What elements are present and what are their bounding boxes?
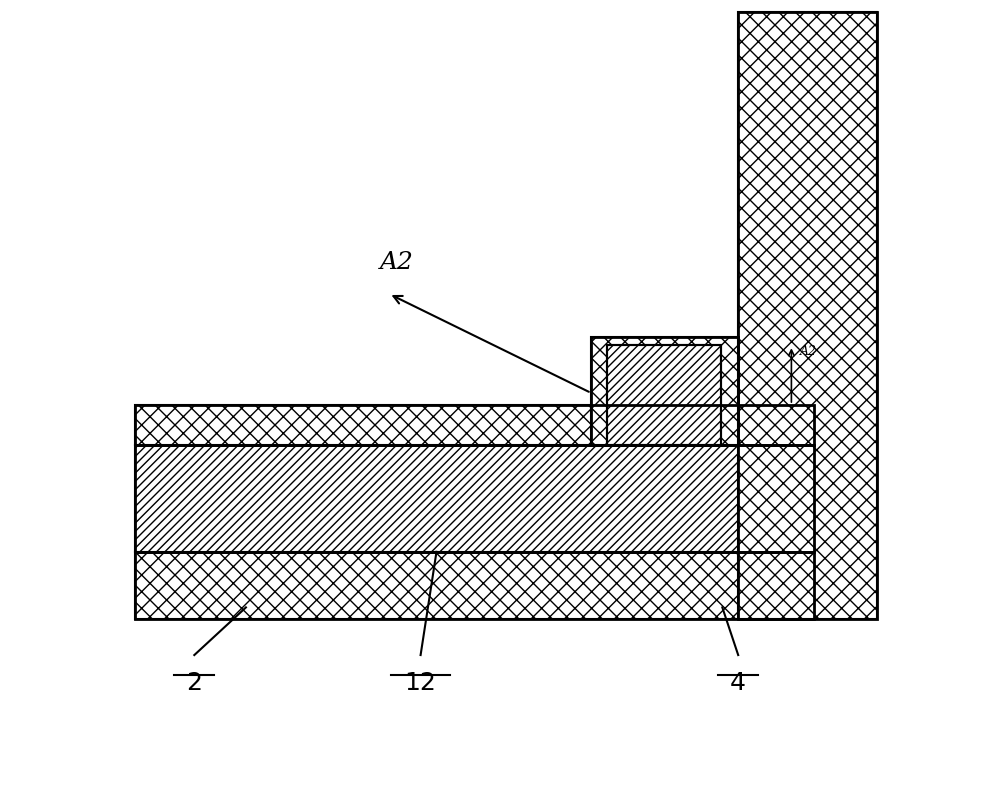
Bar <box>738 12 877 619</box>
Bar <box>738 12 877 619</box>
Bar <box>591 337 738 445</box>
Bar <box>135 552 814 619</box>
Text: 2: 2 <box>186 671 202 695</box>
Bar <box>607 345 721 445</box>
Text: 12: 12 <box>405 671 437 695</box>
Bar <box>591 337 738 445</box>
Bar <box>135 405 814 445</box>
Bar <box>135 445 814 552</box>
Bar <box>135 552 814 619</box>
Text: A2: A2 <box>800 345 817 358</box>
Text: A2: A2 <box>380 251 414 274</box>
Bar <box>135 405 814 445</box>
Bar <box>135 445 814 552</box>
Text: 4: 4 <box>730 671 746 695</box>
Bar <box>607 345 721 445</box>
